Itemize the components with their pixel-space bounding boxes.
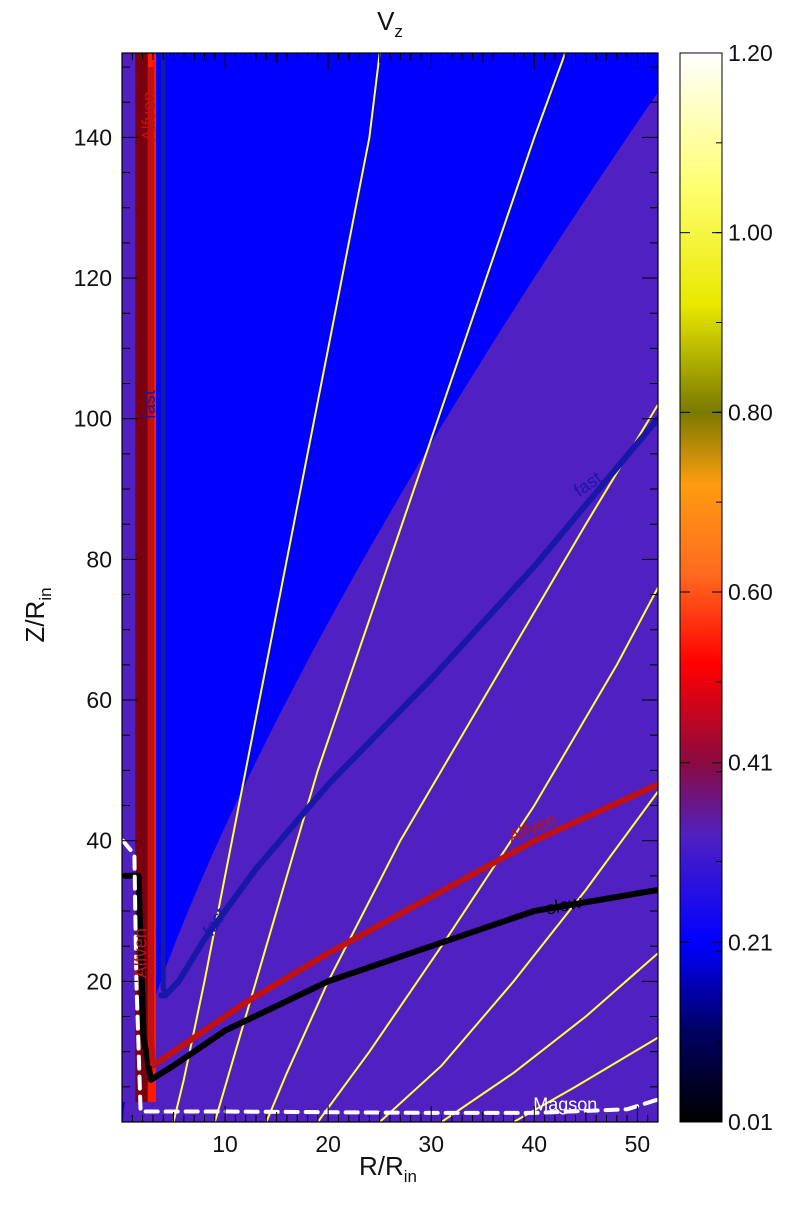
critical-curves [122, 53, 658, 1115]
curve-label-magson: Magson [533, 1095, 597, 1115]
heatmap-band [779, 11, 791, 1136]
y-axis-label-subscript: in [36, 587, 55, 600]
colorbar-tick-label: 1.00 [728, 220, 773, 246]
colorbar-tick-label: 0.60 [728, 579, 773, 605]
field-line [379, 790, 658, 1122]
x-axis-label: R/Rin [359, 1151, 417, 1186]
x-tick-label: 40 [522, 1131, 548, 1157]
curve-alfven [149, 781, 658, 1069]
y-tick-label: 40 [86, 828, 112, 854]
colorbar-tick-label: 1.20 [728, 40, 773, 66]
field-line [440, 952, 658, 1122]
colorbar: 0.01 0.21 0.41 0.60 0.80 1.00 1.20 [679, 40, 773, 1135]
y-axis-label-main: Z/R [20, 601, 50, 643]
field-lines [172, 53, 658, 1122]
heatmap-sheath [135, 53, 148, 1102]
heatmap-band [658, 11, 791, 1136]
x-tick-label: 20 [315, 1131, 341, 1157]
heatmap-bands [122, 11, 791, 1136]
curve-label-alfven: Alfven [131, 928, 151, 978]
y-axis-label: Z/Rin [20, 587, 55, 642]
heatmap-band [738, 11, 791, 1136]
curve-alfven-vertical [147, 67, 156, 1066]
colorbar-ticks: 0.01 0.21 0.41 0.60 0.80 1.00 1.20 [680, 40, 773, 1135]
colorbar-tick-label: 0.01 [728, 1109, 773, 1135]
curve-label-fast: fast [139, 390, 159, 419]
heatmap-axis-column [122, 53, 136, 1102]
field-line [213, 53, 567, 1122]
colorbar-tick-label: 0.41 [728, 750, 773, 776]
heatmap-band [725, 11, 791, 1136]
heatmap-band [765, 11, 791, 1136]
x-axis: 10 20 30 40 50 [131, 53, 659, 1157]
field-line [265, 404, 658, 1122]
curve-magson [122, 838, 658, 1115]
curve-fast-vertical [160, 53, 170, 997]
curve-fast [158, 415, 658, 999]
x-axis-label-main: R/R [359, 1151, 404, 1181]
y-tick-label: 60 [86, 687, 112, 713]
colorbar-tick-label: 0.80 [728, 399, 773, 425]
field-line [316, 587, 658, 1122]
y-tick-label: 80 [86, 546, 112, 572]
chart-title-subscript: z [394, 22, 403, 41]
heatmap-band [712, 11, 791, 1136]
y-axis: 20 40 60 80 100 120 140 [74, 66, 658, 1088]
colorbar-ramp [679, 52, 723, 1123]
heatmap-band [752, 11, 791, 1136]
x-tick-label: 30 [418, 1131, 444, 1157]
field-line [172, 53, 381, 1122]
chart-title-main: V [377, 6, 395, 36]
y-tick-label: 140 [74, 124, 112, 150]
y-tick-label: 120 [74, 265, 112, 291]
chart-title: Vz [377, 6, 403, 41]
colorbar-tick-label: 0.21 [728, 929, 773, 955]
curve-slow [122, 872, 658, 1083]
x-tick-label: 50 [625, 1131, 651, 1157]
y-tick-label: 100 [74, 406, 112, 432]
x-tick-label: 10 [212, 1131, 238, 1157]
x-axis-label-subscript: in [404, 1167, 417, 1186]
y-tick-label: 20 [86, 968, 112, 994]
curve-label-alfven: Alfven [139, 91, 159, 141]
